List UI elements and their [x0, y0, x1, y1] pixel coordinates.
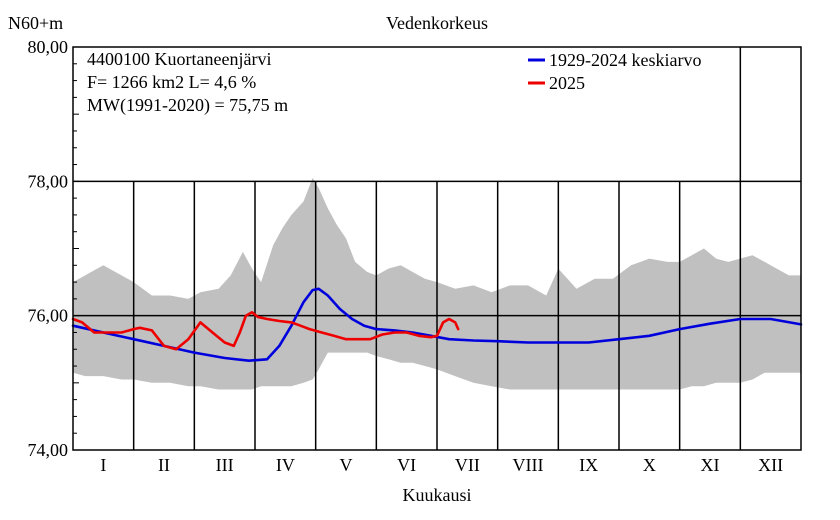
- x-tick-label: X: [643, 455, 656, 475]
- legend: 1929-2024 keskiarvo 2025: [528, 50, 701, 93]
- station-mean-level: MW(1991-2020) = 75,75 m: [87, 95, 288, 116]
- x-tick-label: VIII: [513, 455, 544, 475]
- x-tick-label: IX: [579, 455, 598, 475]
- grid-layer: [73, 47, 801, 450]
- x-tick-label: III: [216, 455, 234, 475]
- station-name: 4400100 Kuortaneenjärvi: [87, 49, 271, 69]
- station-area: F= 1266 km2 L= 4,6 %: [87, 72, 256, 92]
- y-tick-label: 74,00: [28, 440, 69, 460]
- y-axis-label: N60+m: [8, 13, 63, 33]
- y-tick-label: 78,00: [28, 171, 69, 191]
- x-tick-label: I: [100, 455, 106, 475]
- y-tick-label: 76,00: [28, 306, 69, 326]
- legend-label-2025: 2025: [549, 73, 585, 93]
- y-tick-label: 80,00: [28, 37, 69, 57]
- x-axis-label: Kuukausi: [403, 485, 472, 505]
- series-line-mean: [71, 287, 803, 363]
- x-tick-label: V: [340, 455, 353, 475]
- x-tick-label: IV: [276, 455, 295, 475]
- x-tick-label: VII: [455, 455, 480, 475]
- series-layer: [71, 287, 803, 363]
- x-tick-label: VI: [397, 455, 416, 475]
- x-tick-label: XI: [701, 455, 720, 475]
- x-tick-label: XII: [758, 455, 783, 475]
- chart-title: Vedenkorkeus: [386, 13, 488, 33]
- legend-label-mean: 1929-2024 keskiarvo: [549, 50, 701, 70]
- x-tick-label: II: [158, 455, 170, 475]
- series-line-2025: [71, 310, 460, 351]
